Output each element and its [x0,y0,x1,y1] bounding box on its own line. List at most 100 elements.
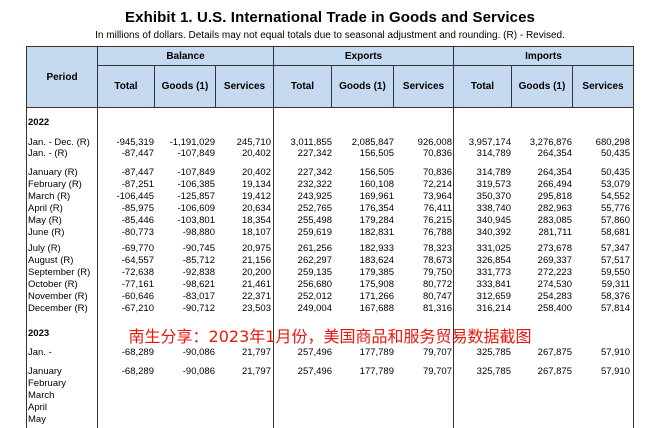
table-cell: 54,552 [600,191,630,202]
table-cell: 80,747 [422,291,452,302]
table-cell: -90,086 [182,366,215,377]
table-cell: 232,322 [297,179,332,190]
table-cell: 179,385 [359,267,394,278]
table-cell: 57,347 [600,243,630,254]
table-cell: -85,712 [182,255,215,266]
table-cell: 160,108 [359,179,394,190]
table-cell: 331,025 [476,243,511,254]
table-cell: 259,135 [297,267,332,278]
table-cell: 73,964 [422,191,452,202]
table-cell: 243,925 [297,191,332,202]
table-cell: 350,370 [476,191,511,202]
table-cell: 177,789 [359,347,394,358]
table-cell: 78,673 [422,255,452,266]
overlay-caption: 南生分享：2023年1月份，美国商品和服务贸易数据截图 [128,327,532,346]
table-cell: 70,836 [422,148,452,159]
table-cell: 261,256 [297,243,332,254]
table-cell: 333,841 [476,279,511,290]
table-cell: -103,801 [177,215,215,226]
table-cell: -80,773 [121,227,154,238]
table-cell: 79,707 [422,347,452,358]
table-cell: -92,838 [182,267,215,278]
table-cell: 264,354 [537,148,572,159]
table-cell: 20,402 [241,148,271,159]
section-label-2022: 2022 [28,117,50,128]
table-cell: 20,634 [241,203,271,214]
row-period-label: March [28,390,55,401]
row-period-label: April [28,402,48,413]
page-subtitle: In millions of dollars. Details may not … [95,30,565,41]
table-cell: 176,354 [359,203,394,214]
table-cell: 76,411 [423,203,452,214]
row-period-label: June (R) [28,227,65,238]
table-cell: 245,710 [236,137,271,148]
row-period-label: November (R) [28,291,88,302]
table-cell: 21,156 [241,255,271,266]
table-cell: 316,214 [476,303,511,314]
table-cell: 259,619 [297,227,332,238]
table-cell: 76,215 [422,215,452,226]
header-group-balance: Balance [97,46,274,66]
table-cell: 227,342 [297,148,332,159]
table-cell: 266,494 [537,179,572,190]
table-cell: 81,316 [422,303,452,314]
table-cell: 314,789 [476,167,511,178]
table-cell: 58,681 [600,227,630,238]
table-cell: 282,963 [537,203,572,214]
table-cell: 255,498 [297,215,332,226]
table-cell: -107,849 [177,148,215,159]
table-cell: 2,085,847 [351,137,394,148]
table-cell: 156,505 [359,148,394,159]
table-cell: 171,266 [359,291,394,302]
table-cell: 267,875 [537,347,572,358]
row-period-label: May [28,414,46,425]
row-period-label: May (R) [28,215,62,226]
table-cell: -90,745 [182,243,215,254]
divider-left [26,108,27,428]
divider-exports [273,108,274,428]
header-imports-goods: Goods (1) [511,65,573,108]
table-cell: 20,200 [241,267,271,278]
table-cell: -106,385 [177,179,215,190]
table-cell: -83,017 [182,291,215,302]
table-cell: 257,496 [297,366,332,377]
table-cell: -85,446 [121,215,154,226]
table-cell: 257,496 [297,347,332,358]
table-cell: 281,711 [538,227,572,238]
table-cell: 3,957,174 [468,137,511,148]
row-period-label: Jan. - [28,347,52,358]
table-cell: 326,854 [476,255,511,266]
table-cell: 23,503 [241,303,271,314]
page-title: Exhibit 1. U.S. International Trade in G… [125,9,535,26]
header-group-exports: Exports [273,46,454,66]
table-cell: 80,772 [422,279,452,290]
table-cell: -107,849 [177,167,215,178]
table-cell: 258,400 [537,303,572,314]
table-cell: -60,646 [121,291,154,302]
table-cell: 78,323 [422,243,452,254]
table-cell: 227,342 [297,167,332,178]
row-period-label: February [28,378,67,389]
table-cell: 59,311 [601,279,630,290]
table-cell: 338,740 [476,203,511,214]
table-cell: 50,435 [600,167,630,178]
table-cell: 183,624 [359,255,394,266]
row-period-label: Jan. - (R) [28,148,68,159]
header-balance-services: Services [215,65,274,108]
table-cell: 295,818 [537,191,572,202]
table-cell: 57,814 [600,303,630,314]
table-cell: 175,908 [359,279,394,290]
header-exports-total: Total [273,65,332,108]
table-cell: 57,910 [600,347,630,358]
table-cell: -945,319 [116,137,154,148]
row-period-label: April (R) [28,203,63,214]
row-period-label: October (R) [28,279,78,290]
table-cell: 182,933 [359,243,394,254]
row-period-label: January (R) [28,167,78,178]
table-cell: 269,337 [537,255,572,266]
header-exports-services: Services [393,65,454,108]
divider-imports [453,108,454,428]
table-cell: 57,517 [600,255,630,266]
table-cell: 156,505 [359,167,394,178]
table-cell: 167,688 [359,303,394,314]
